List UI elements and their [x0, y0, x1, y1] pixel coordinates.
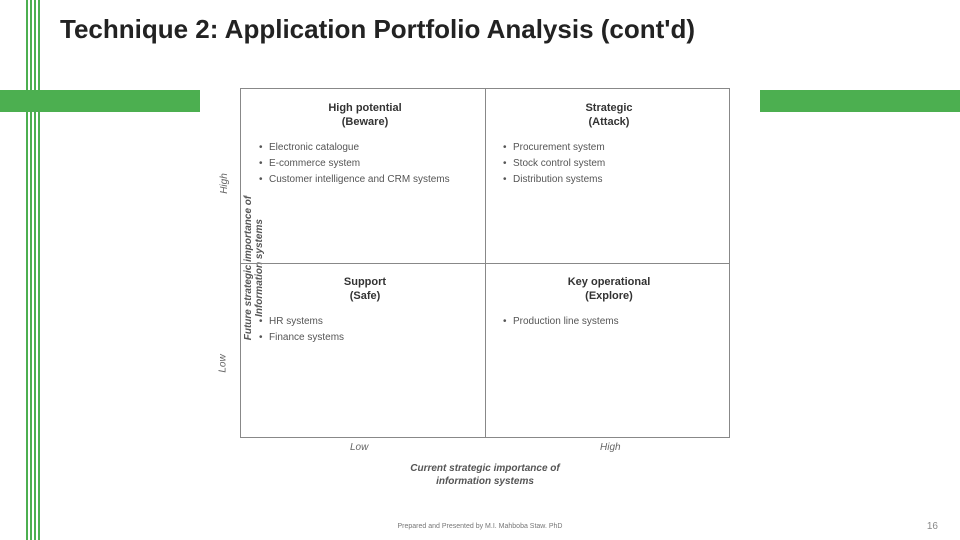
list-item: Customer intelligence and CRM systems	[259, 172, 471, 188]
page-number: 16	[927, 521, 938, 532]
page-title: Technique 2: Application Portfolio Analy…	[60, 14, 940, 45]
left-accent-rules	[26, 0, 40, 540]
quadrant-title: High potential (Beware)	[259, 101, 471, 130]
quadrant-items: Electronic catalogue E-commerce system C…	[259, 140, 471, 188]
list-item: Procurement system	[503, 140, 715, 156]
footer-credit: Prepared and Presented by M.I. Mahboba S…	[0, 523, 960, 530]
quadrant-support: Support (Safe) HR systems Finance system…	[241, 263, 485, 437]
quadrant-title: Strategic (Attack)	[503, 101, 715, 130]
x-tick-low: Low	[350, 442, 368, 453]
list-item: E-commerce system	[259, 156, 471, 172]
x-tick-high: High	[600, 442, 621, 453]
quadrant-items: HR systems Finance systems	[259, 314, 471, 346]
y-tick-low: Low	[218, 354, 229, 372]
list-item: Stock control system	[503, 156, 715, 172]
quadrant-strategic: Strategic (Attack) Procurement system St…	[485, 89, 729, 263]
x-axis-label: Current strategic importance of informat…	[240, 462, 730, 488]
quadrant-high-potential: High potential (Beware) Electronic catal…	[241, 89, 485, 263]
list-item: HR systems	[259, 314, 471, 330]
list-item: Finance systems	[259, 330, 471, 346]
list-item: Distribution systems	[503, 172, 715, 188]
portfolio-matrix-panel: Future strategic importance of Informati…	[200, 78, 760, 488]
quadrant-items: Procurement system Stock control system …	[503, 140, 715, 188]
list-item: Production line systems	[503, 314, 715, 330]
y-tick-high: High	[219, 173, 230, 194]
portfolio-matrix: High potential (Beware) Electronic catal…	[240, 88, 730, 438]
quadrant-title: Support (Safe)	[259, 275, 471, 304]
quadrant-key-operational: Key operational (Explore) Production lin…	[485, 263, 729, 437]
list-item: Electronic catalogue	[259, 140, 471, 156]
slide: Technique 2: Application Portfolio Analy…	[0, 0, 960, 540]
quadrant-items: Production line systems	[503, 314, 715, 330]
quadrant-title: Key operational (Explore)	[503, 275, 715, 304]
